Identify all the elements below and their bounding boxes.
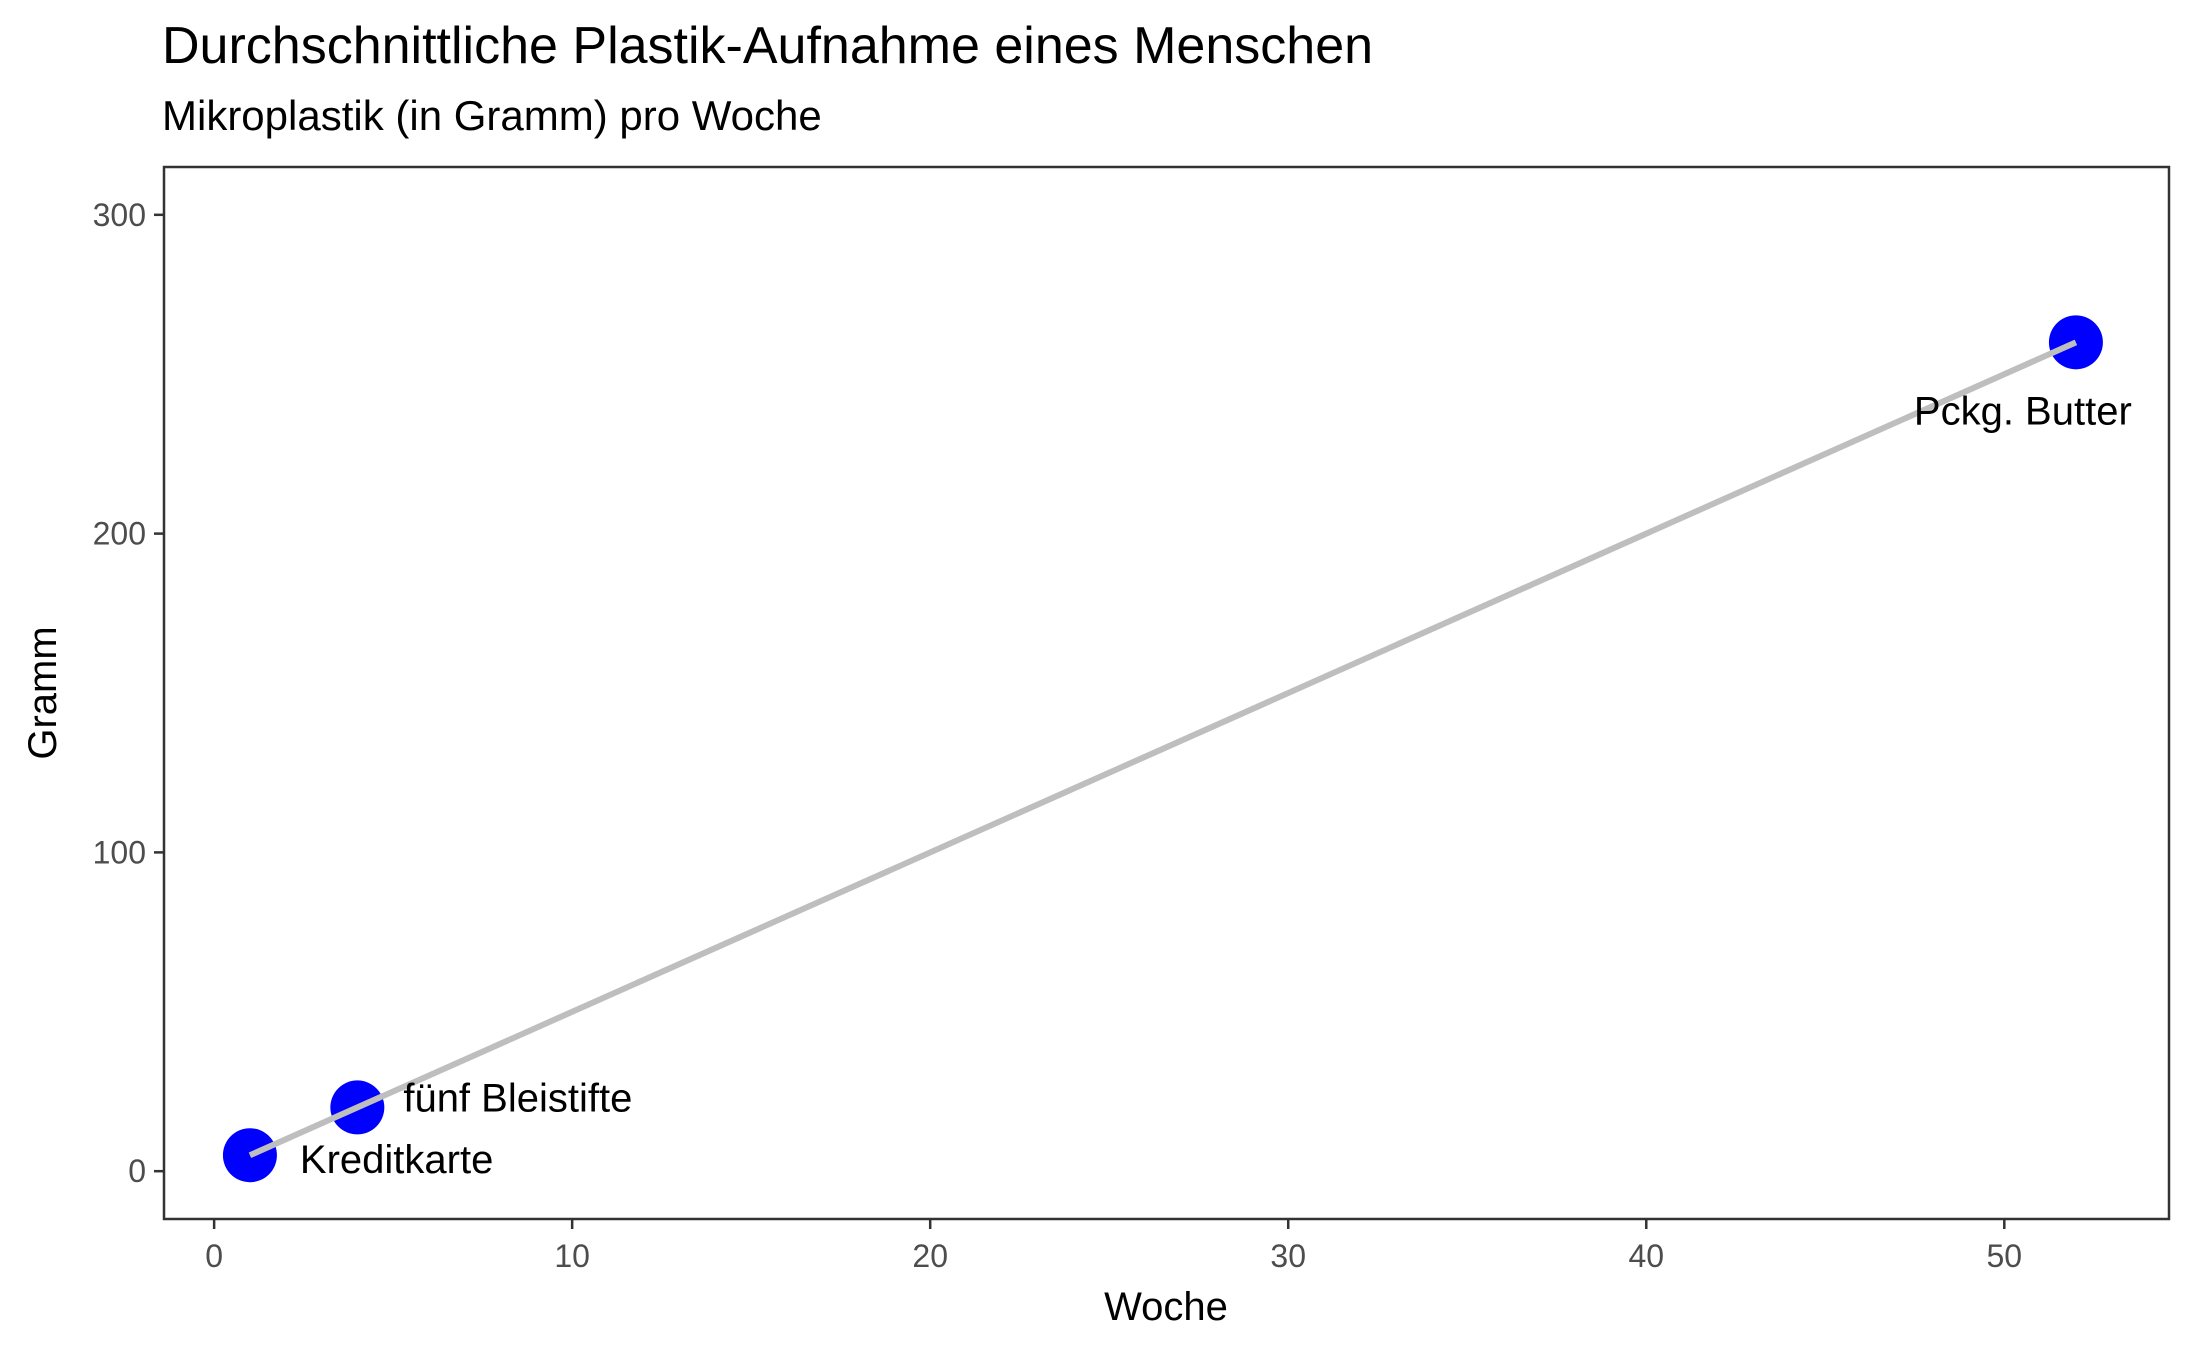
x-tick-label: 20 [912, 1238, 948, 1274]
y-tick-label: 300 [93, 197, 146, 233]
data-series: Kreditkarte fünf Bleistifte Pckg. Butter [222, 315, 2132, 1183]
y-tick-label: 200 [93, 516, 146, 552]
x-tick-label: 40 [1628, 1238, 1664, 1274]
trend-line [248, 339, 2078, 1158]
point-label: Pckg. Butter [1914, 389, 2132, 433]
x-tick-label: 10 [554, 1238, 590, 1274]
x-tick-label: 30 [1270, 1238, 1306, 1274]
point-label: Kreditkarte [300, 1138, 493, 1182]
y-tick-label: 100 [93, 834, 146, 870]
y-tick-label: 0 [128, 1153, 146, 1189]
chart-subtitle: Mikroplastik (in Gramm) pro Woche [162, 92, 822, 139]
y-axis: 0 100 200 300 [93, 197, 164, 1189]
x-tick-label: 50 [1987, 1238, 2023, 1274]
chart-title: Durchschnittliche Plastik-Aufnahme eines… [162, 17, 1374, 75]
x-tick-label: 0 [205, 1238, 223, 1274]
y-axis-title: Gramm [21, 626, 65, 759]
point-label: fünf Bleistifte [403, 1076, 632, 1120]
x-axis-title: Woche [1104, 1285, 1228, 1329]
x-axis: 0 10 20 30 40 50 [205, 1219, 2022, 1274]
